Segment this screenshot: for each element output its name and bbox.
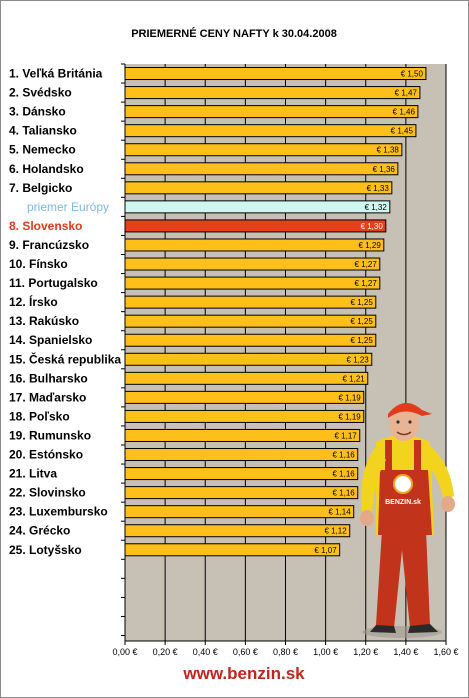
- value-label: € 1,36: [373, 165, 396, 174]
- bar: [124, 276, 381, 290]
- category-label: 18. Poľsko: [9, 409, 70, 423]
- category-label: 7. Belgicko: [9, 181, 72, 195]
- category-label: 17. Maďarsko: [9, 390, 86, 404]
- bar: [124, 333, 377, 347]
- value-label: € 1,07: [314, 546, 337, 555]
- value-label: € 1,12: [324, 527, 347, 536]
- value-label: € 1,27: [355, 279, 378, 288]
- bar: [124, 352, 373, 366]
- category-label: 20. Estónsko: [9, 448, 83, 462]
- value-label: € 1,38: [377, 146, 400, 155]
- bar: [124, 295, 377, 309]
- category-label: 13. Rakúsko: [9, 314, 79, 328]
- mascot-figure: BENZIN.sk: [360, 402, 455, 638]
- x-tick-label: 1,60 €: [433, 647, 458, 657]
- category-label: 8. Slovensko: [9, 219, 82, 233]
- axes: [121, 63, 447, 645]
- category-label: 5. Nemecko: [9, 143, 76, 157]
- category-label: 3. Dánsko: [9, 105, 66, 119]
- bar: [124, 371, 369, 385]
- value-label: € 1,30: [361, 222, 384, 231]
- value-label: € 1,25: [351, 336, 374, 345]
- bar: [124, 200, 391, 214]
- value-label: € 1,47: [395, 89, 418, 98]
- bar: [124, 314, 377, 328]
- x-tick-label: 0,20 €: [153, 647, 178, 657]
- category-label: 23. Luxembursko: [9, 505, 108, 519]
- footer-url: www.benzin.sk: [182, 664, 305, 683]
- x-tick-labels: 0,00 € 0,20 € 0,40 € 0,60 € 0,80 € 1,00 € 1,20…: [112, 647, 458, 657]
- category-label: 9. Francúzsko: [9, 238, 89, 252]
- category-label: 25. Lotyšsko: [9, 543, 82, 557]
- chart-title: PRIEMERNÉ CENY NAFTY k 30.04.2008: [131, 27, 337, 40]
- value-label: € 1,25: [351, 298, 374, 307]
- bar: [124, 448, 359, 462]
- value-label: € 1,23: [347, 355, 370, 364]
- value-label: € 1,29: [359, 241, 382, 250]
- value-labels: € 1,50 € 1,47 € 1,46 € 1,45 € 1,38 € 1,36 € 1,…: [314, 70, 423, 555]
- value-label: € 1,19: [338, 393, 361, 402]
- category-label: 19. Rumunsko: [9, 428, 91, 442]
- bar: [124, 143, 403, 157]
- value-label: € 1,46: [393, 108, 416, 117]
- value-label: € 1,16: [332, 489, 355, 498]
- value-label: € 1,17: [334, 431, 357, 440]
- bar: [124, 124, 417, 138]
- category-label: 10. Fínsko: [9, 257, 68, 271]
- bar: [124, 181, 393, 195]
- x-tick-label: 1,40 €: [393, 647, 418, 657]
- value-label: € 1,21: [343, 374, 366, 383]
- value-label: € 1,45: [391, 127, 414, 136]
- category-label: 21. Litva: [9, 467, 57, 481]
- category-label: 16. Bulharsko: [9, 371, 88, 385]
- bar: [124, 428, 361, 442]
- category-label: 15. Česká republika: [9, 351, 121, 366]
- bar: [124, 409, 365, 423]
- value-label: € 1,16: [332, 470, 355, 479]
- x-tick-label: 0,00 €: [112, 647, 137, 657]
- bar: [124, 390, 365, 404]
- bar: [124, 86, 421, 100]
- category-label: 14. Spanielsko: [9, 333, 92, 347]
- bar: [124, 486, 359, 500]
- value-label: € 1,33: [367, 184, 390, 193]
- bar: [124, 467, 359, 481]
- bar: [124, 162, 399, 176]
- bar: [124, 543, 341, 557]
- x-tick-label: 0,40 €: [193, 647, 218, 657]
- bars: [124, 67, 427, 557]
- bar: [124, 257, 381, 271]
- value-label: € 1,27: [355, 260, 378, 269]
- value-label: € 1,19: [338, 412, 361, 421]
- x-tick-label: 1,00 €: [313, 647, 338, 657]
- category-label: 6. Holandsko: [9, 162, 84, 176]
- category-label: 24. Grécko: [9, 524, 70, 538]
- bar: [124, 105, 419, 119]
- x-tick-label: 1,20 €: [353, 647, 378, 657]
- bar: [124, 524, 351, 538]
- bar: [124, 238, 385, 252]
- value-label: € 1,16: [332, 451, 355, 460]
- category-label: 1. Veľká Británia: [9, 67, 103, 81]
- value-label: € 1,32: [365, 203, 388, 212]
- category-label: 2. Svédsko: [9, 86, 72, 100]
- value-label: € 1,50: [401, 70, 424, 79]
- category-label: 12. Írsko: [9, 294, 58, 309]
- category-label: 11. Portugalsko: [9, 276, 98, 290]
- bar: [124, 219, 387, 233]
- mascot-logo-text: BENZIN.sk: [385, 499, 421, 506]
- category-label: priemer Európy: [27, 200, 109, 214]
- category-labels: 1. Veľká Británia 2. Svédsko 3. Dánsko 4. T…: [9, 67, 121, 557]
- value-label: € 1,25: [351, 317, 374, 326]
- bar: [124, 67, 427, 81]
- category-label: 4. Taliansko: [9, 124, 77, 138]
- x-tick-label: 0,60 €: [233, 647, 258, 657]
- x-tick-label: 0,80 €: [273, 647, 298, 657]
- category-label: 22. Slovinsko: [9, 486, 86, 500]
- value-label: € 1,14: [328, 508, 351, 517]
- bar: [124, 505, 355, 519]
